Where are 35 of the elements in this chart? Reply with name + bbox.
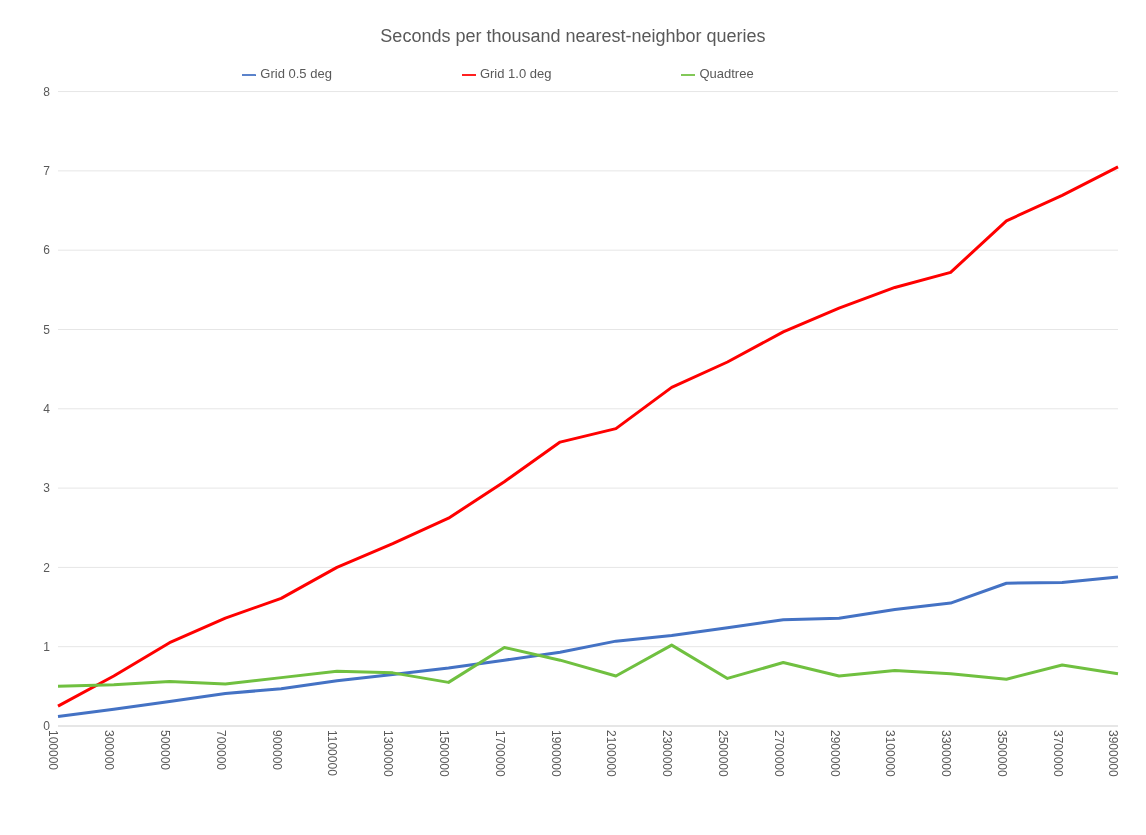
chart-title: Seconds per thousand nearest-neighbor queries (379, 25, 767, 48)
x-tick-label: 3700000 (1050, 730, 1065, 778)
x-tick-label: 2100000 (604, 730, 619, 778)
x-tick-label: 3900000 (1106, 730, 1121, 778)
y-tick-label: 6 (43, 243, 51, 258)
line-series (56, 575, 1120, 718)
y-tick-label: 5 (43, 322, 51, 337)
x-tick-label: 3500000 (994, 730, 1009, 778)
y-tick-label: 7 (43, 164, 51, 179)
line-series (56, 165, 1120, 708)
x-tick-label: 2300000 (660, 730, 675, 778)
legend-label: Grid 0.5 deg (260, 66, 332, 81)
x-tick-label: 3300000 (939, 730, 954, 778)
x-tick-label: 1700000 (492, 730, 507, 778)
x-tick-label: 3100000 (883, 730, 898, 778)
x-tick-label: 1500000 (437, 730, 452, 778)
legend-label: Grid 1.0 deg (479, 66, 552, 81)
y-tick-label: 1 (43, 639, 51, 654)
y-tick-label: 8 (43, 84, 51, 99)
line-series (56, 643, 1120, 688)
y-tick-label: 4 (43, 402, 51, 417)
x-tick-label: 2900000 (827, 730, 842, 778)
x-tick-label: 900000 (269, 730, 284, 771)
x-tick-label: 1100000 (325, 730, 340, 777)
y-tick-label: 3 (43, 481, 51, 496)
x-tick-label: 2500000 (715, 730, 730, 778)
y-tick-label: 2 (43, 560, 51, 575)
x-tick-label: 100000 (46, 730, 61, 771)
x-tick-label: 300000 (102, 730, 117, 771)
x-tick-label: 500000 (158, 730, 173, 771)
legend-label: Quadtree (699, 66, 754, 81)
x-tick-label: 700000 (213, 730, 228, 771)
x-tick-label: 2700000 (771, 730, 786, 778)
x-tick-label: 1300000 (381, 730, 396, 778)
x-tick-label: 1900000 (548, 730, 563, 778)
